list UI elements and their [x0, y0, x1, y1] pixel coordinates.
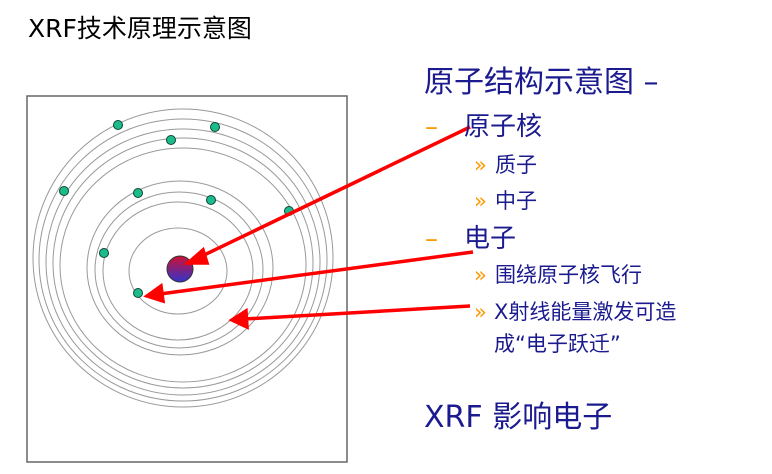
sub-bullet-marker: » — [474, 263, 487, 287]
arrow-head — [143, 282, 166, 304]
sub-bullet-marker: » — [474, 189, 487, 213]
arrow-head — [183, 246, 210, 265]
sub-bullet-marker: » — [474, 300, 487, 324]
heading: 原子结构示意图 – — [424, 65, 659, 100]
orbits — [32, 108, 334, 408]
dash-bullet: – — [425, 224, 438, 254]
footer-text: XRF 影响电子 — [424, 400, 613, 435]
electron — [166, 135, 176, 145]
orbit — [38, 118, 328, 402]
orbit — [128, 227, 228, 315]
bullet-proton: 质子 — [495, 153, 537, 177]
orbit — [45, 128, 321, 396]
electron — [99, 248, 109, 258]
electron — [133, 288, 143, 298]
bullet-xray-line2: 成“电子跃迁” — [494, 332, 621, 356]
electron — [206, 195, 216, 205]
orbit — [94, 191, 264, 349]
orbit — [52, 137, 314, 389]
slide-title: XRF技术原理示意图 — [28, 14, 252, 43]
orbit — [32, 108, 334, 408]
orbit — [102, 201, 254, 341]
bullet-electron: 电子 — [464, 224, 517, 254]
bullet-xray: X射线能量激发可造 — [494, 300, 677, 324]
arrow-head — [228, 307, 249, 330]
bullet-nucleus: 原子核 — [464, 112, 543, 142]
dash-bullet: – — [425, 112, 438, 142]
arrow-electron — [159, 250, 474, 296]
electron — [59, 186, 69, 196]
arrow-nucleus — [199, 125, 471, 259]
electron — [113, 120, 123, 130]
arrows — [143, 125, 474, 330]
bullet-orbit: 围绕原子核飞行 — [495, 263, 642, 287]
electron — [133, 188, 143, 198]
orbit — [59, 147, 307, 383]
sub-bullet-marker: » — [474, 153, 487, 177]
orbit — [86, 180, 274, 356]
arrow-transition — [244, 304, 471, 321]
bullet-neutron: 中子 — [495, 189, 537, 213]
electron — [210, 122, 220, 132]
